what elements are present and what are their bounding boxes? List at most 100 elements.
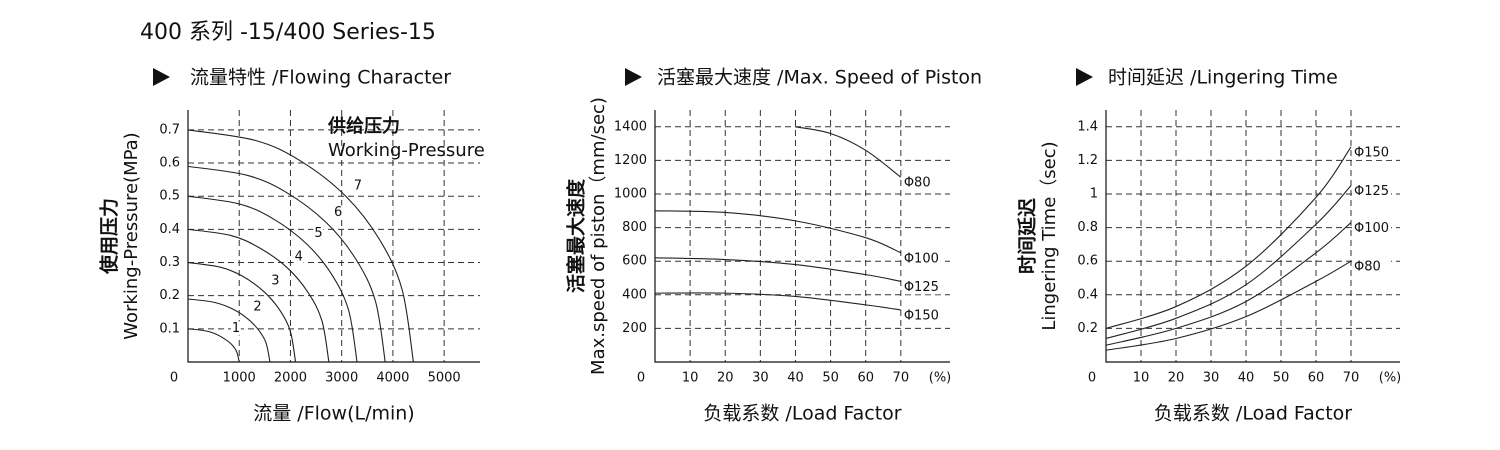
label-bg [902,176,941,191]
y-tick-label: 1000 [614,187,647,202]
axis [654,110,950,363]
curve [795,126,902,178]
label-bg [902,308,941,323]
x-tick-label: 20 [1168,371,1185,386]
curve [1105,260,1352,351]
x-tick-label: 2000 [274,371,307,386]
x-tick-label: 1000 [223,371,256,386]
y-axis-label: 时间延迟 [1017,198,1039,274]
x-tick-label: 0 [1088,371,1096,386]
series-label: Φ150 [904,308,939,323]
y-axis-label: Max.speed of piston（mm/sec) [588,97,609,375]
y-tick-label: 0.3 [159,255,180,270]
curve [1105,222,1352,346]
curve [1105,185,1352,340]
y-tick-label: 800 [622,220,647,235]
series-label: 1 [232,321,240,336]
x-tick-label: 0 [637,371,645,386]
series-label: 3 [271,274,279,289]
series-label: Φ80 [1354,260,1381,275]
x-tick-label: 10 [682,371,699,386]
x-axis-label: 流量 /Flow(L/min) [253,403,414,425]
title-marker [625,68,642,86]
label-bg [1353,260,1391,275]
curve [187,228,330,363]
series-label: 2 [253,299,261,314]
curve [654,210,902,254]
label-bg [902,251,941,266]
curve [187,129,414,363]
label-bg [902,280,941,295]
x-tick-label: 60 [1308,371,1325,386]
x-tick-label: 5000 [428,371,461,386]
series-label: Φ80 [904,176,931,191]
x-tick-label: 40 [787,371,804,386]
axis [1105,110,1400,363]
axis [187,110,480,363]
label-bg [293,250,304,265]
y-tick-label: 0.4 [1077,287,1098,302]
x-axis-label: 负载系数 /Load Factor [703,403,901,425]
y-axis-label: Working-Pressure(MPa) [121,132,142,339]
annotation: 供给压力 [327,115,400,137]
label-bg [313,226,324,241]
y-tick-label: 200 [622,321,647,336]
curve [187,165,386,363]
x-tick-label: 60 [857,371,874,386]
curve [654,257,901,282]
x-tick-label: 4000 [376,371,409,386]
curve [654,292,901,311]
y-tick-label: 0.6 [159,156,180,171]
annotation: Working-Pressure [328,140,485,161]
label-bg [1353,221,1391,236]
x-tick-label: 50 [822,371,839,386]
x-unit: (%) [929,371,952,386]
label-bg [1353,184,1391,199]
x-tick-label: 50 [1273,371,1290,386]
curve [187,328,240,363]
page-title: 400 系列 -15/400 Series-15 [140,20,436,45]
series-label: Φ125 [1354,184,1389,199]
series-label: Φ125 [904,280,939,295]
x-tick-label: 3000 [325,371,358,386]
y-tick-label: 0.5 [159,189,180,204]
y-axis-label: 活塞最大速度 [565,178,588,293]
title-marker [1076,68,1093,86]
series-label: 4 [295,250,303,265]
y-axis-label: 使用压力 [98,198,121,275]
y-tick-label: 1200 [614,153,647,168]
y-tick-label: 1.4 [1077,119,1098,134]
series-label: Φ100 [904,251,939,266]
series-label: Φ100 [1354,221,1389,236]
y-tick-label: 1 [1090,187,1098,202]
series-label: Φ150 [1354,145,1389,160]
curve [187,298,271,363]
label-bg [252,299,263,314]
x-tick-label: 0 [170,371,178,386]
y-tick-label: 600 [622,254,647,269]
series-label: 5 [314,226,322,241]
chart-title: 流量特性 /Flowing Character [190,67,451,89]
series-label: 6 [334,205,342,220]
label-bg [230,321,241,336]
x-tick-label: 30 [1203,371,1220,386]
x-tick-label: 40 [1238,371,1255,386]
y-tick-label: 0.2 [1077,321,1098,336]
y-tick-label: 400 [622,287,647,302]
series-label: 7 [354,179,362,194]
curve [1105,146,1352,329]
label-bg [270,274,281,289]
y-tick-label: 0.2 [159,288,180,303]
x-unit: (%) [1379,371,1402,386]
y-tick-label: 1.2 [1077,153,1098,168]
y-tick-label: 1400 [614,119,647,134]
x-tick-label: 20 [717,371,734,386]
label-bg [1353,145,1391,160]
x-tick-label: 70 [1343,371,1360,386]
x-axis-label: 负载系数 /Load Factor [1154,403,1352,425]
curve [187,195,358,363]
curve [187,261,297,363]
y-tick-label: 0.7 [159,122,180,137]
y-tick-label: 0.8 [1077,220,1098,235]
y-tick-label: 0.4 [159,222,180,237]
